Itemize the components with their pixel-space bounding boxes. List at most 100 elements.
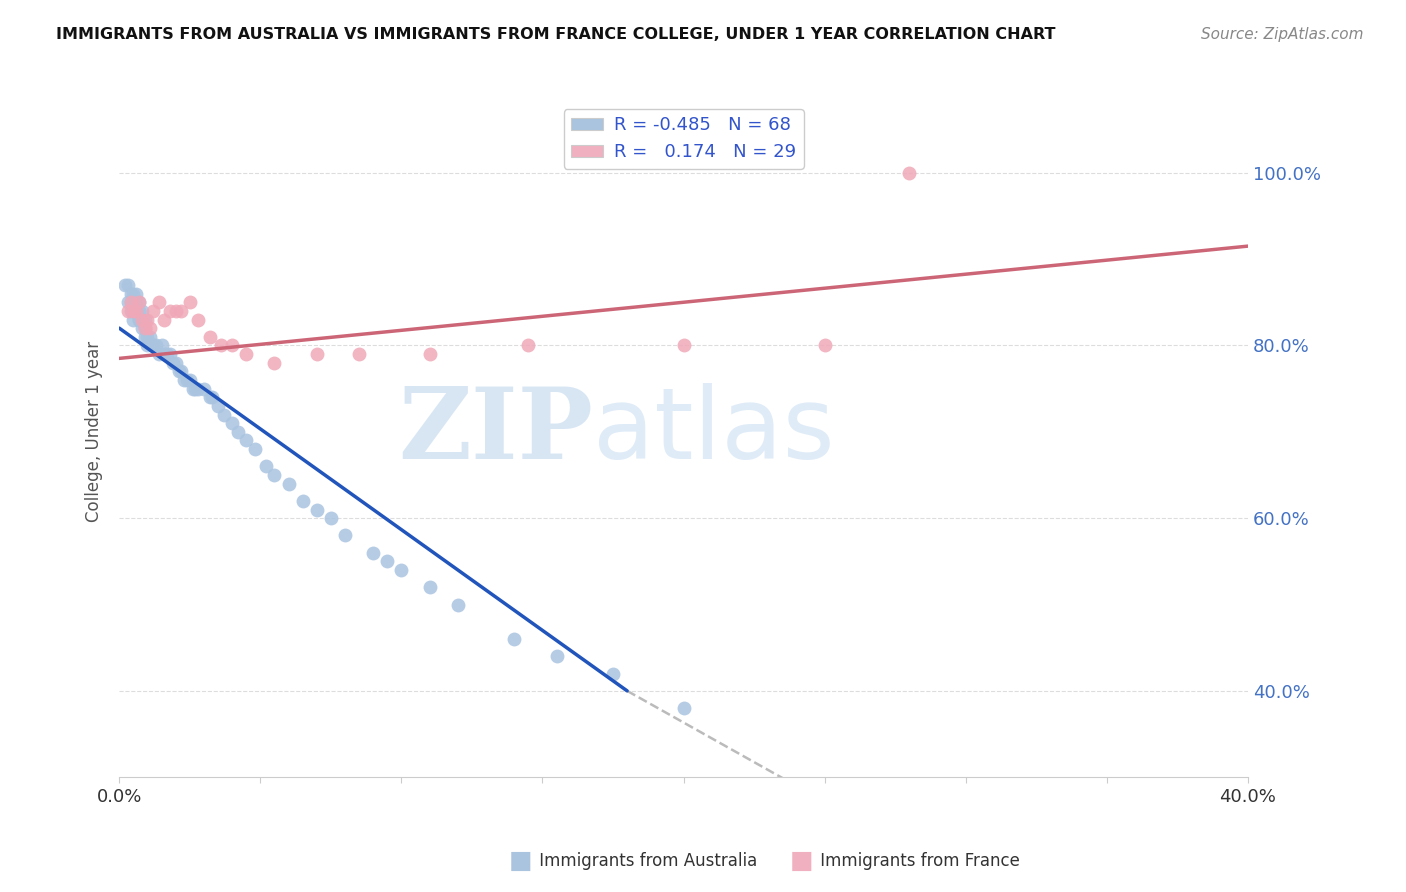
Point <box>139 321 162 335</box>
Point <box>179 295 201 310</box>
Point <box>131 312 153 326</box>
Point <box>120 304 142 318</box>
Point <box>170 364 193 378</box>
Point <box>165 304 187 318</box>
Point <box>361 546 384 560</box>
Point <box>221 338 243 352</box>
Y-axis label: College, Under 1 year: College, Under 1 year <box>86 342 103 523</box>
Point <box>159 304 181 318</box>
Point <box>125 286 148 301</box>
Point <box>333 528 356 542</box>
Point <box>198 390 221 404</box>
Point <box>291 494 314 508</box>
Point <box>134 321 156 335</box>
Point <box>235 347 257 361</box>
Point <box>136 312 159 326</box>
Point <box>305 502 328 516</box>
Point <box>134 330 156 344</box>
Point <box>672 701 695 715</box>
Point <box>187 382 209 396</box>
Point <box>419 580 441 594</box>
Point <box>181 382 204 396</box>
Point <box>122 304 145 318</box>
Point <box>254 459 277 474</box>
Point <box>125 295 148 310</box>
Point <box>193 382 215 396</box>
Point <box>131 304 153 318</box>
Text: ■: ■ <box>509 849 531 872</box>
Point <box>159 347 181 361</box>
Point <box>447 598 470 612</box>
Point <box>207 399 229 413</box>
Point <box>148 347 170 361</box>
Point <box>263 356 285 370</box>
Point <box>128 312 150 326</box>
Point <box>173 373 195 387</box>
Point <box>120 295 142 310</box>
Text: ZIP: ZIP <box>398 384 593 480</box>
Point <box>602 666 624 681</box>
Point <box>201 390 224 404</box>
Point <box>139 330 162 344</box>
Legend: R = -0.485   N = 68, R =   0.174   N = 29: R = -0.485 N = 68, R = 0.174 N = 29 <box>564 109 803 169</box>
Point <box>125 304 148 318</box>
Point <box>120 286 142 301</box>
Point <box>136 338 159 352</box>
Point <box>142 304 165 318</box>
Point <box>150 338 173 352</box>
Point <box>419 347 441 361</box>
Point <box>277 476 299 491</box>
Point <box>672 338 695 352</box>
Point <box>517 338 540 352</box>
Point <box>120 295 142 310</box>
Point <box>134 312 156 326</box>
Point <box>162 356 184 370</box>
Point <box>128 312 150 326</box>
Point <box>898 166 921 180</box>
Point <box>117 295 139 310</box>
Point <box>128 304 150 318</box>
Point <box>176 373 198 387</box>
Point <box>319 511 342 525</box>
Text: atlas: atlas <box>593 384 835 480</box>
Point <box>170 304 193 318</box>
Point <box>243 442 266 456</box>
Point <box>117 277 139 292</box>
Point <box>131 312 153 326</box>
Point <box>136 330 159 344</box>
Point <box>122 286 145 301</box>
Point <box>128 295 150 310</box>
Point <box>187 312 209 326</box>
Point <box>145 338 167 352</box>
Point <box>148 295 170 310</box>
Point <box>391 563 413 577</box>
Point <box>167 364 190 378</box>
Text: Immigrants from France: Immigrants from France <box>815 852 1021 870</box>
Point <box>131 321 153 335</box>
Text: Source: ZipAtlas.com: Source: ZipAtlas.com <box>1201 27 1364 42</box>
Point <box>209 338 232 352</box>
Point <box>114 277 136 292</box>
Point <box>305 347 328 361</box>
Text: IMMIGRANTS FROM AUSTRALIA VS IMMIGRANTS FROM FRANCE COLLEGE, UNDER 1 YEAR CORREL: IMMIGRANTS FROM AUSTRALIA VS IMMIGRANTS … <box>56 27 1056 42</box>
Point <box>814 338 837 352</box>
Point <box>142 338 165 352</box>
Point <box>375 554 398 568</box>
Point <box>198 330 221 344</box>
Point <box>235 434 257 448</box>
Point <box>122 312 145 326</box>
Point <box>221 416 243 430</box>
Point <box>117 304 139 318</box>
Point <box>226 425 249 439</box>
Point <box>263 467 285 482</box>
Point <box>347 347 370 361</box>
Point <box>122 304 145 318</box>
Point <box>165 356 187 370</box>
Text: ■: ■ <box>790 849 813 872</box>
Point <box>134 321 156 335</box>
Point <box>184 382 207 396</box>
Point <box>503 632 526 646</box>
Point <box>153 347 176 361</box>
Point <box>153 312 176 326</box>
Point <box>122 295 145 310</box>
